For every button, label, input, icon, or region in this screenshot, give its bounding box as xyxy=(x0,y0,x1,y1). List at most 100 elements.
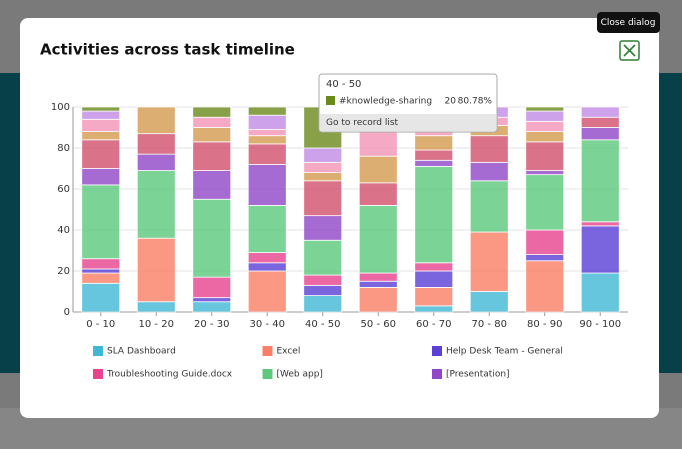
bar-segment xyxy=(303,215,343,241)
tooltip-count: 20 xyxy=(445,97,457,107)
bar-segment xyxy=(81,168,121,186)
legend-label: [Web app] xyxy=(277,370,323,380)
x-tick-label: 80 - 90 xyxy=(527,319,562,330)
bar-segment xyxy=(303,147,343,163)
legend-swatch xyxy=(262,369,273,379)
bar-segment xyxy=(136,106,176,135)
bar-segment xyxy=(81,268,121,274)
bar-segment xyxy=(192,106,232,118)
tooltip-percent: 80.78% xyxy=(458,97,493,107)
bar-segment xyxy=(303,295,343,313)
bar-segment xyxy=(247,270,287,313)
bar-segment xyxy=(358,280,398,288)
legend-label: Excel xyxy=(277,347,301,357)
bar-segment xyxy=(358,272,398,282)
legend-label: Troubleshooting Guide.docx xyxy=(106,370,233,380)
bar-segment xyxy=(136,170,176,239)
close-tooltip xyxy=(597,12,660,33)
bar-segment xyxy=(192,127,232,143)
bar-segment xyxy=(81,118,121,133)
close-icon[interactable] xyxy=(623,44,636,57)
bar-segment xyxy=(81,282,121,313)
x-tick-label: 40 - 50 xyxy=(305,319,340,330)
bar-segment xyxy=(525,141,565,171)
bar-segment xyxy=(358,182,398,206)
bar-segment xyxy=(192,198,232,278)
x-tick-label: 70 - 80 xyxy=(472,319,507,330)
dialog-title: Activities across task timeline xyxy=(40,41,295,59)
x-tick-label: 10 - 20 xyxy=(139,319,174,330)
bar-segment xyxy=(81,272,121,284)
bar-segment xyxy=(525,131,565,143)
close-button[interactable] xyxy=(619,40,640,61)
tooltip-action[interactable]: Go to record list xyxy=(326,118,399,128)
legend-label: Help Desk Team - General xyxy=(446,347,563,357)
bar-segment xyxy=(358,286,398,313)
tooltip-action-bg[interactable] xyxy=(320,114,496,131)
bar-segment xyxy=(469,291,509,313)
x-tick-label: 60 - 70 xyxy=(416,319,451,330)
bar-segment xyxy=(525,229,565,256)
legend-swatch xyxy=(432,369,442,379)
y-tick-label: 40 xyxy=(57,225,70,236)
bar-segment xyxy=(81,258,121,270)
legend: SLA Dashboard Excel Help Desk Team - Gener… xyxy=(93,346,563,380)
bar-segment xyxy=(414,149,454,161)
bar-segment xyxy=(136,153,176,171)
bar-segment xyxy=(525,170,565,176)
legend-swatch xyxy=(262,346,273,356)
legend-swatch xyxy=(93,369,103,379)
bar-segment xyxy=(414,286,454,307)
bar-segment xyxy=(247,252,287,264)
bar-segment xyxy=(525,106,565,112)
bar-segment xyxy=(247,143,287,165)
bar-segment xyxy=(469,135,509,163)
close-tooltip-text: Close dialog xyxy=(601,18,656,28)
bar-segment xyxy=(525,110,565,122)
bar-segment xyxy=(247,106,287,116)
bar-segment xyxy=(247,163,287,206)
bar-segment xyxy=(414,166,454,264)
bar-segment xyxy=(247,135,287,145)
legend-label: [Presentation] xyxy=(446,370,510,380)
bar-segment xyxy=(192,170,232,200)
bar-segment xyxy=(580,127,620,141)
bar-segment xyxy=(247,114,287,130)
chart: 0 20 40 60 80 100 0 - 10 10 - 20 20 - 30 30 - 40 4… xyxy=(51,102,628,330)
bar-segment xyxy=(303,274,343,286)
bar-segment xyxy=(303,161,343,174)
x-tick-label: 30 - 40 xyxy=(250,319,285,330)
bar-segment xyxy=(525,174,565,231)
bar-segment xyxy=(580,225,620,274)
bar-segment xyxy=(136,133,176,155)
bar-segment xyxy=(192,276,232,299)
bar-segment xyxy=(580,139,620,223)
y-tick-label: 20 xyxy=(57,266,70,277)
bar-segment xyxy=(414,270,454,288)
bar-segment xyxy=(414,305,454,313)
bar-segment xyxy=(303,180,343,217)
tooltip-series: #knowledge-sharing xyxy=(339,97,432,107)
bar-segment xyxy=(192,141,232,171)
bar-segment xyxy=(414,135,454,151)
y-tick-label: 80 xyxy=(57,143,70,154)
bar-segment xyxy=(414,262,454,272)
bar-segment xyxy=(580,272,620,313)
bar-segment xyxy=(81,139,121,169)
x-tick-label: 20 - 30 xyxy=(194,319,229,330)
bar-segment xyxy=(469,161,509,182)
bar-segment xyxy=(525,254,565,262)
bar-segment xyxy=(81,110,121,120)
bar-segment xyxy=(81,184,121,260)
bar-segment xyxy=(81,106,121,112)
bar-segment xyxy=(414,159,454,167)
bar-segment xyxy=(580,116,620,128)
y-tick-label: 0 xyxy=(64,307,70,318)
legend-swatch xyxy=(432,346,442,356)
bar-segment xyxy=(580,106,620,118)
bar-segment xyxy=(469,180,509,233)
bar-segment xyxy=(247,262,287,272)
bar-segment xyxy=(247,204,287,253)
